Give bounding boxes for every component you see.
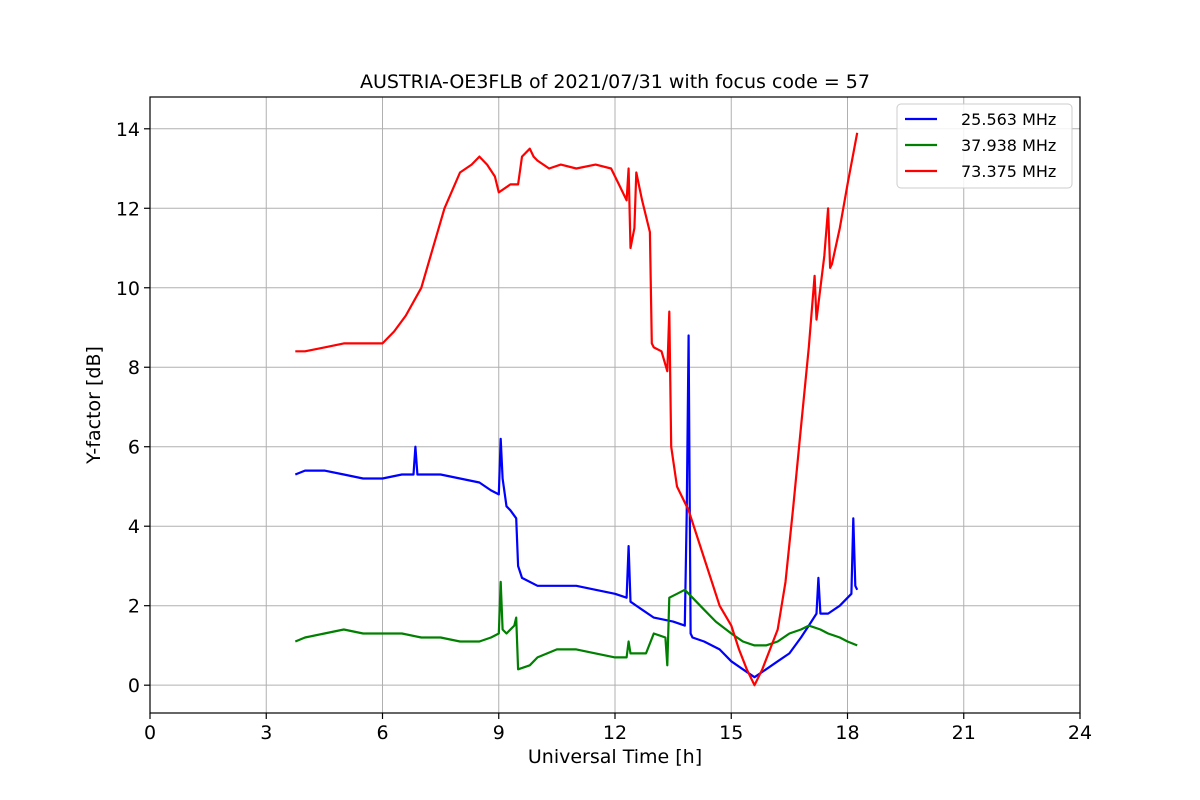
y-tick-label: 14 xyxy=(116,119,140,141)
series-line-1 xyxy=(294,334,859,679)
x-tick-label: 9 xyxy=(493,722,505,744)
x-axis-label: Universal Time [h] xyxy=(528,746,702,768)
y-axis-label: Y-factor [dB] xyxy=(83,346,105,465)
y-tick-label: 0 xyxy=(128,675,140,697)
y-tick-label: 12 xyxy=(116,198,140,220)
series-line-2 xyxy=(294,580,858,671)
chart-title: AUSTRIA-OE3FLB of 2021/07/31 with focus … xyxy=(360,71,870,93)
x-tick-label: 12 xyxy=(603,722,627,744)
legend-label: 73.375 MHz xyxy=(961,162,1056,181)
grid-lines xyxy=(149,97,1081,713)
x-tick-label: 6 xyxy=(376,722,388,744)
x-tick-label: 24 xyxy=(1068,722,1092,744)
y-tick-label: 4 xyxy=(128,516,140,538)
series-line-3 xyxy=(295,132,859,687)
x-tick-label: 15 xyxy=(719,722,743,744)
series-lines xyxy=(294,132,859,687)
y-tick-label: 10 xyxy=(116,278,140,300)
legend-box xyxy=(896,103,1073,189)
y-tick-label: 2 xyxy=(128,596,140,618)
x-tick-label: 18 xyxy=(835,722,859,744)
legend-label: 25.563 MHz xyxy=(961,110,1056,129)
legend: 25.563 MHz 37.938 MHz 73.375 MHz xyxy=(896,103,1073,189)
legend-label: 37.938 MHz xyxy=(961,136,1056,155)
y-tick-label: 6 xyxy=(128,437,140,459)
x-tick-label: 3 xyxy=(260,722,272,744)
y-tick-label: 8 xyxy=(128,357,140,379)
x-tick-label: 0 xyxy=(144,722,156,744)
x-tick-label: 21 xyxy=(952,722,976,744)
